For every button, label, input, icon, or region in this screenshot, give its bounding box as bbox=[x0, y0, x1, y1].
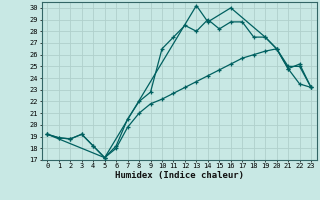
X-axis label: Humidex (Indice chaleur): Humidex (Indice chaleur) bbox=[115, 171, 244, 180]
